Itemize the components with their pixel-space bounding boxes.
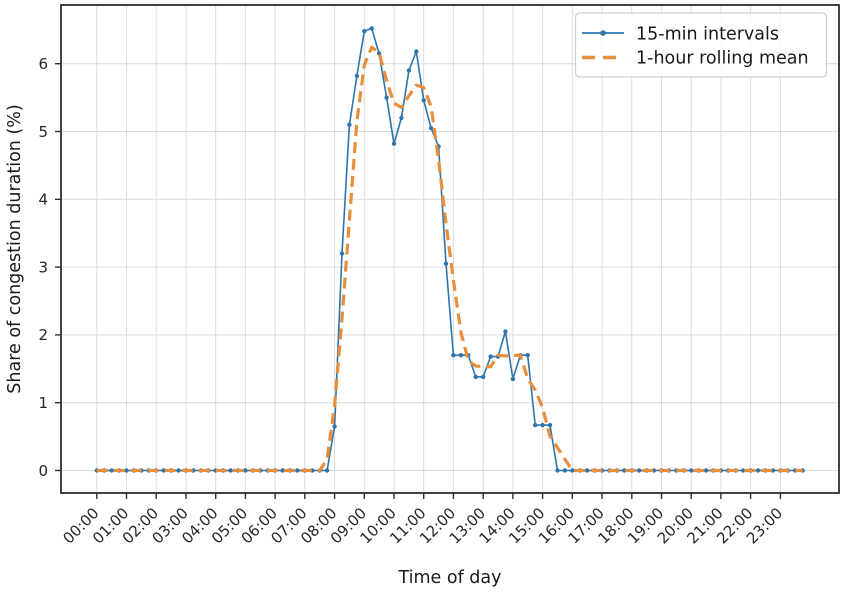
y-tick-label: 0 [38, 462, 48, 480]
y-tick-label: 6 [38, 55, 48, 73]
y-tick-label: 2 [38, 326, 48, 344]
data-point-marker [473, 374, 478, 380]
data-point-marker [570, 468, 575, 473]
data-point-marker [362, 29, 367, 34]
data-point-marker [399, 115, 404, 121]
legend-marker-dot-icon [600, 30, 606, 36]
y-tick-labels: 0 1 2 3 4 5 6 [38, 55, 48, 480]
data-point-marker [562, 468, 568, 473]
data-point-marker [488, 354, 493, 359]
data-point-marker [109, 468, 114, 473]
data-point-marker [391, 141, 397, 146]
y-tick-label: 4 [38, 191, 48, 209]
data-point-marker [384, 95, 389, 100]
data-point-marker [555, 468, 560, 473]
data-point-marker [533, 422, 538, 428]
data-point-marker [339, 251, 345, 256]
y-tick-label: 5 [38, 123, 48, 141]
y-tick-label: 3 [38, 258, 48, 276]
data-point-marker [406, 68, 412, 73]
legend-label-rolling-mean: 1-hour rolling mean [636, 49, 809, 69]
data-point-marker [703, 468, 709, 473]
series-1-hour-rolling-mean [96, 45, 803, 473]
data-point-marker [176, 468, 181, 473]
data-point-marker [421, 98, 426, 103]
data-point-marker [228, 468, 233, 473]
data-point-marker [369, 26, 374, 31]
data-point-marker [451, 353, 456, 358]
data-point-marker [280, 468, 285, 473]
data-point-marker [547, 422, 553, 428]
data-point-marker [689, 468, 694, 473]
data-point-marker [124, 468, 129, 473]
legend-label-15min: 15-min intervals [636, 24, 779, 44]
data-point-marker [525, 353, 530, 358]
data-point-marker [458, 353, 464, 358]
x-axis-label: Time of day [397, 568, 501, 588]
data-point-marker [347, 122, 352, 127]
data-point-marker [354, 73, 360, 79]
data-point-marker [585, 468, 590, 473]
data-point-marker [295, 468, 300, 473]
plot-border [60, 4, 840, 494]
legend-box [574, 12, 828, 78]
data-point-marker [637, 468, 642, 473]
data-point-marker [428, 125, 434, 131]
y-tick-label: 1 [38, 394, 48, 412]
data-point-marker [510, 376, 516, 382]
x-tick-labels: 00:0001:0002:0003:0004:0005:0006:0007:00… [59, 504, 786, 547]
line-1-hour-rolling-mean [96, 45, 803, 473]
data-point-marker [414, 49, 419, 54]
legend: 15-min intervals 1-hour rolling mean [574, 12, 828, 78]
data-point-marker [481, 374, 486, 380]
data-point-marker [540, 422, 545, 428]
data-point-marker [503, 329, 508, 334]
axis-ticks [55, 63, 782, 499]
data-point-marker [332, 424, 337, 429]
data-point-marker [324, 468, 330, 473]
data-point-marker [755, 468, 761, 473]
data-point-marker [443, 261, 449, 266]
data-point-marker [243, 468, 248, 473]
y-axis-label: Share of congestion duration (%) [5, 104, 25, 393]
data-point-marker [161, 468, 166, 473]
